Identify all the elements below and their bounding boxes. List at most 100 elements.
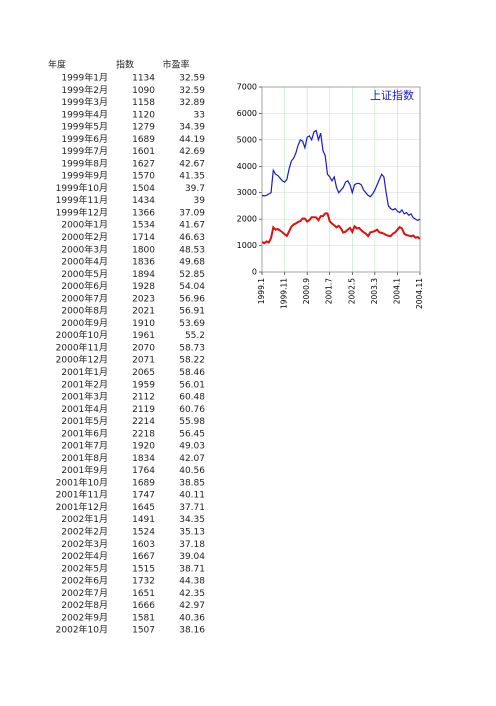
table-cell: 1999年12月 xyxy=(56,206,108,218)
table-cell: 2001年1月 xyxy=(61,366,108,378)
data-line xyxy=(261,129,421,222)
table-cell: 58.22 xyxy=(179,356,205,366)
table-cell: 1999年1月 xyxy=(61,72,108,84)
table-cell: 2000年4月 xyxy=(61,256,108,268)
table-cell: 1504 xyxy=(132,184,155,194)
table-cell: 1689 xyxy=(132,135,155,145)
table-cell: 55.98 xyxy=(179,417,205,427)
table-cell: 39.7 xyxy=(185,184,205,194)
table-cell: 1134 xyxy=(132,74,155,84)
table-cell: 2002年8月 xyxy=(61,599,108,611)
table-cell: 58.73 xyxy=(179,343,205,353)
table-cell: 2002年4月 xyxy=(61,550,108,562)
table-cell: 42.97 xyxy=(179,601,205,611)
table-cell: 1999年4月 xyxy=(61,108,108,120)
table-cell: 37.71 xyxy=(179,503,205,513)
table-cell: 1999年5月 xyxy=(61,121,108,133)
table-cell: 1764 xyxy=(132,466,155,476)
x-tick-label: 2004.11 xyxy=(415,278,424,309)
table-cell: 2000年7月 xyxy=(61,292,108,304)
table-cell: 56.01 xyxy=(179,380,205,390)
table-cell: 1434 xyxy=(132,196,155,206)
table-cell: 49.03 xyxy=(179,442,205,452)
table-cell: 1515 xyxy=(132,564,155,574)
table-cell: 41.67 xyxy=(179,221,205,231)
table-cell: 1834 xyxy=(132,454,155,464)
table-cell: 56.91 xyxy=(179,307,205,317)
table-cell: 37.18 xyxy=(179,540,205,550)
table-cell: 2001年2月 xyxy=(61,378,108,390)
table-cell: 1999年8月 xyxy=(61,157,108,169)
table-cell: 53.69 xyxy=(179,319,205,329)
y-tick-label: 0 xyxy=(252,268,257,277)
table-cell: 1999年9月 xyxy=(61,170,108,182)
table-cell: 55.2 xyxy=(185,331,205,341)
table-cell: 2001年7月 xyxy=(61,440,108,452)
table-cell: 2002年5月 xyxy=(61,562,108,574)
table-cell: 1507 xyxy=(132,626,155,636)
table-cell: 2001年8月 xyxy=(61,452,108,464)
table-cell: 1999年7月 xyxy=(61,145,108,157)
table-cell: 2001年9月 xyxy=(61,464,108,476)
x-tick-label: 2000.9 xyxy=(302,278,311,304)
table-cell: 40.56 xyxy=(179,466,205,476)
table-cell: 2021 xyxy=(132,307,155,317)
table-cell: 1928 xyxy=(132,282,155,292)
table-cell: 32.59 xyxy=(179,86,205,96)
plot-frame xyxy=(261,86,421,273)
table-cell: 2001年6月 xyxy=(61,427,108,439)
table-cell: 1601 xyxy=(132,147,155,157)
table-cell: 2001年11月 xyxy=(56,489,108,501)
table-cell: 1999年10月 xyxy=(56,182,108,194)
table-cell: 1581 xyxy=(132,613,155,623)
table-cell: 56.96 xyxy=(179,294,205,304)
table-header: 指数 xyxy=(116,59,134,71)
table-cell: 1279 xyxy=(132,123,155,133)
table-cell: 2002年7月 xyxy=(61,587,108,599)
table-cell: 37.09 xyxy=(179,208,205,218)
table-cell: 52.85 xyxy=(179,270,205,280)
table-cell: 42.35 xyxy=(179,589,205,599)
table-cell: 2000年2月 xyxy=(61,231,108,243)
table-cell: 2070 xyxy=(132,343,155,353)
table-cell: 33 xyxy=(194,110,205,120)
y-tick-label: 3000 xyxy=(237,188,257,197)
table-cell: 1667 xyxy=(132,552,155,562)
table-cell: 1836 xyxy=(132,258,155,268)
table-cell: 2000年6月 xyxy=(61,280,108,292)
data-line xyxy=(261,212,421,245)
table-cell: 2218 xyxy=(132,429,155,439)
table-cell: 2065 xyxy=(132,368,155,378)
table-cell: 1651 xyxy=(132,589,155,599)
table-header: 市盈率 xyxy=(162,59,189,71)
table-cell: 1999年3月 xyxy=(61,96,108,108)
table-cell: 1800 xyxy=(132,245,155,255)
x-tick-label: 2004.1 xyxy=(392,278,401,304)
y-tick-label: 1000 xyxy=(237,241,257,250)
table-cell: 1894 xyxy=(132,270,155,280)
x-tick-label: 2003.3 xyxy=(370,278,379,304)
table-cell: 2001年5月 xyxy=(61,415,108,427)
table-cell: 60.76 xyxy=(179,405,205,415)
table-cell: 49.68 xyxy=(179,258,205,268)
table-cell: 1689 xyxy=(132,478,155,488)
table-cell: 2002年3月 xyxy=(61,538,108,550)
table-cell: 2001年12月 xyxy=(56,501,108,513)
table-cell: 2001年3月 xyxy=(61,391,108,403)
table-cell: 39.04 xyxy=(179,552,205,562)
table-cell: 35.13 xyxy=(179,527,205,537)
table-cell: 2000年9月 xyxy=(61,317,108,329)
table-cell: 1920 xyxy=(132,442,155,452)
table-cell: 1999年6月 xyxy=(61,133,108,145)
table-cell: 2002年2月 xyxy=(61,525,108,537)
table-cell: 2002年6月 xyxy=(61,575,108,587)
table-cell: 60.48 xyxy=(179,393,205,403)
table-cell: 1570 xyxy=(132,172,155,182)
table-cell: 1158 xyxy=(132,98,155,108)
table-cell: 1747 xyxy=(132,491,155,501)
table-cell: 46.63 xyxy=(179,233,205,243)
table-cell: 1120 xyxy=(132,110,155,120)
table-cell: 2000年10月 xyxy=(56,329,108,341)
table-cell: 42.07 xyxy=(179,454,205,464)
